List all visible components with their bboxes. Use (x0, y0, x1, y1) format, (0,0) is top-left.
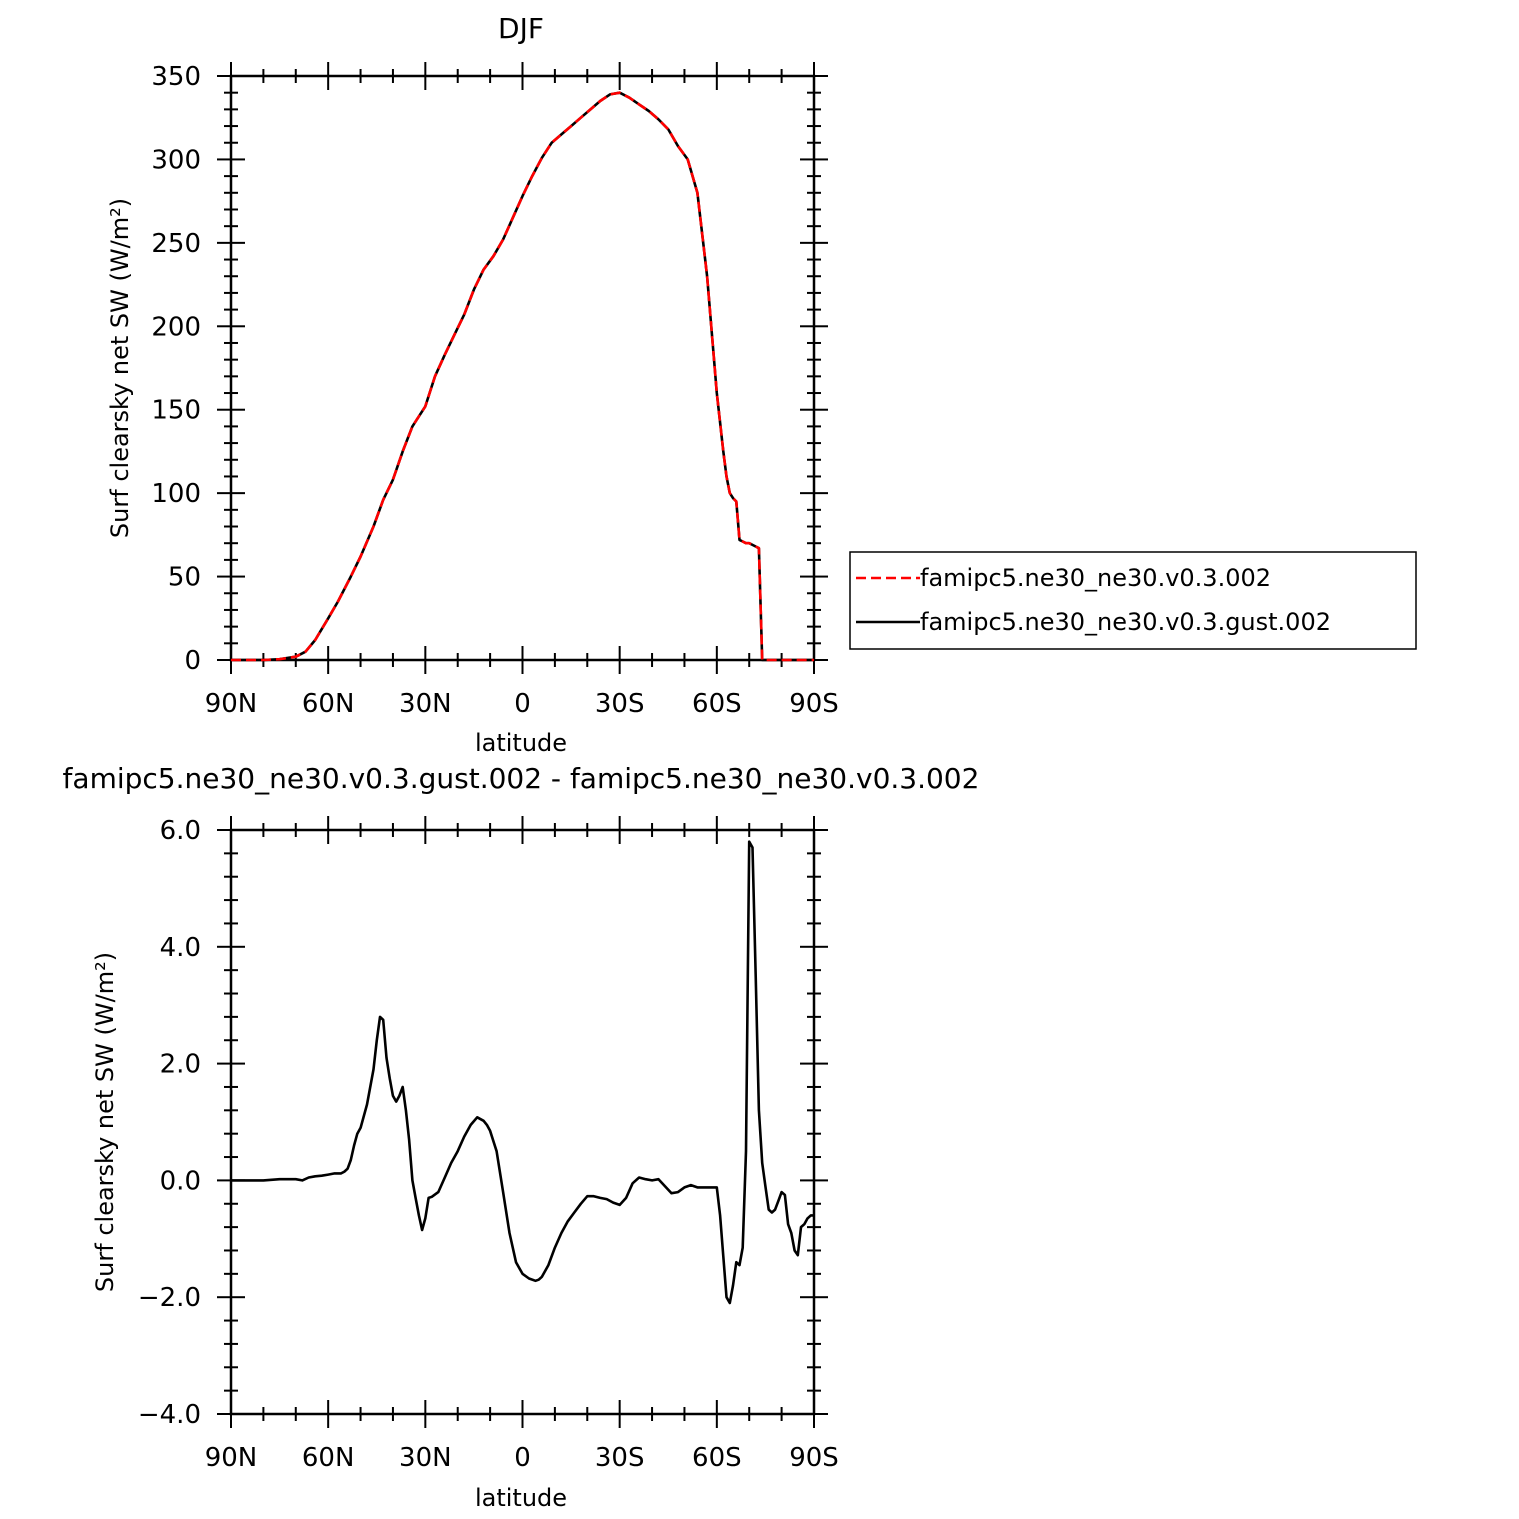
top-series-control-line (231, 91, 814, 662)
bottom-xlabel: latitude (475, 1484, 567, 1512)
bottom-ytick-label: 0.0 (160, 1166, 201, 1196)
top-ytick-label: 250 (151, 229, 201, 259)
bottom-xtick-label: 30N (399, 1443, 452, 1473)
top-xtick-label: 30N (399, 689, 452, 719)
bottom-axes: 90N 60N 30N 0 30S 60S 90S −4.0 −2.0 0.0 2.0 4.0 6.0 (138, 816, 839, 1473)
bottom-xtick-label: 0 (514, 1443, 531, 1473)
top-xtick-label: 60S (692, 689, 742, 719)
top-ytick-label: 350 (151, 62, 201, 92)
bottom-ylabel-text: Surf clearsky net SW (W/m²) (91, 952, 119, 1292)
bottom-ytick-label: −4.0 (138, 1400, 201, 1430)
top-ytick-label: 150 (151, 396, 201, 426)
bottom-ytick-label: −2.0 (138, 1283, 201, 1313)
bottom-xtick-label: 90S (789, 1443, 839, 1473)
top-ylabel-text: Surf clearsky net SW (W/m²) (106, 198, 134, 538)
bottom-xtick-label: 90N (205, 1443, 258, 1473)
bottom-series-group (231, 840, 814, 1305)
top-frame (229, 74, 816, 662)
bottom-ylabel: Surf clearsky net SW (W/m²) (91, 952, 119, 1292)
legend-label-test: famipc5.ne30_ne30.v0.3.gust.002 (920, 608, 1331, 636)
top-xtick-label: 0 (514, 689, 531, 719)
legend-label-control: famipc5.ne30_ne30.v0.3.002 (920, 564, 1271, 592)
bottom-xtick-label: 60N (302, 1443, 355, 1473)
top-ytick-label: 0 (184, 646, 201, 676)
bottom-ytick-label: 6.0 (160, 816, 201, 846)
top-xlabel: latitude (475, 729, 567, 757)
top-xtick-label: 90N (205, 689, 258, 719)
bottom-panel: famipc5.ne30_ne30.v0.3.gust.002 - famipc… (63, 762, 980, 1512)
bottom-frame (229, 828, 816, 1416)
top-xtick-label: 30S (595, 689, 645, 719)
top-ytick-label: 200 (151, 312, 201, 342)
bottom-ytick-label: 2.0 (160, 1050, 201, 1080)
top-panel: DJF 90N 60N 30N 0 30S 60S 90S 0 50 100 150 200 250 30… (106, 12, 839, 757)
top-series-test-line (231, 91, 814, 662)
top-ytick-label: 50 (168, 563, 201, 593)
bottom-xtick-label: 30S (595, 1443, 645, 1473)
top-title: DJF (498, 12, 544, 45)
top-ytick-label: 300 (151, 145, 201, 175)
top-ytick-label: 100 (151, 479, 201, 509)
top-series-group (231, 91, 814, 662)
bottom-ytick-label: 4.0 (160, 933, 201, 963)
top-ylabel: Surf clearsky net SW (W/m²) (106, 198, 134, 538)
top-axes: 90N 60N 30N 0 30S 60S 90S 0 50 100 150 200 250 300 350 (151, 62, 839, 719)
bottom-xtick-label: 60S (692, 1443, 742, 1473)
legend: famipc5.ne30_ne30.v0.3.002 famipc5.ne30_… (849, 551, 1417, 650)
top-xtick-label: 60N (302, 689, 355, 719)
top-xtick-label: 90S (789, 689, 839, 719)
bottom-title: famipc5.ne30_ne30.v0.3.gust.002 - famipc… (63, 762, 980, 795)
legend-box (849, 551, 1417, 650)
bottom-series-difference-line (231, 840, 814, 1305)
